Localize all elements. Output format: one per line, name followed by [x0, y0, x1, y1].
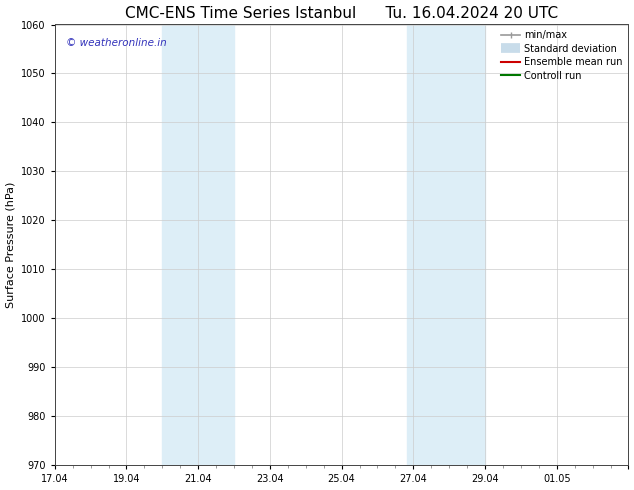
Title: CMC-ENS Time Series Istanbul      Tu. 16.04.2024 20 UTC: CMC-ENS Time Series Istanbul Tu. 16.04.2…: [125, 5, 558, 21]
Text: © weatheronline.in: © weatheronline.in: [66, 38, 167, 48]
Legend: min/max, Standard deviation, Ensemble mean run, Controll run: min/max, Standard deviation, Ensemble me…: [497, 26, 626, 84]
Bar: [162, 24, 234, 465]
Bar: [407, 24, 485, 465]
Y-axis label: Surface Pressure (hPa): Surface Pressure (hPa): [6, 182, 16, 308]
